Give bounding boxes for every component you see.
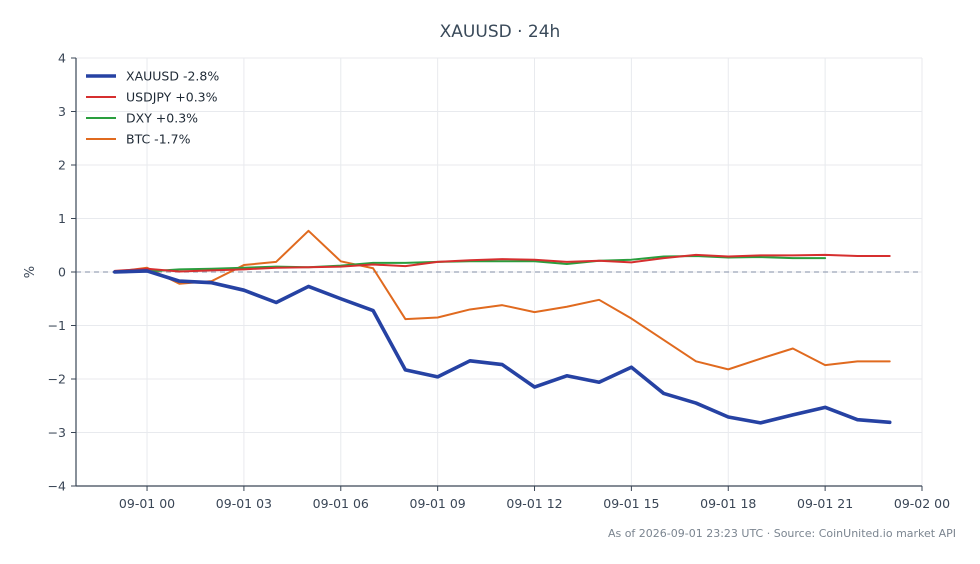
series-lines: [112, 229, 892, 425]
x-tick-label: 09-01 21: [797, 496, 853, 511]
y-tick-label: −2: [48, 372, 66, 387]
legend: XAUUSD -2.8% USDJPY +0.3% DXY +0.3% BTC -1.…: [86, 69, 219, 147]
legend-label: USDJPY +0.3%: [126, 90, 218, 105]
footer-source: As of 2026-09-01 23:23 UTC · Source: Coi…: [608, 527, 956, 540]
chart-title: XAUUSD · 24h: [440, 22, 561, 42]
legend-label: BTC -1.7%: [126, 132, 191, 147]
x-tick-label: 09-01 06: [313, 496, 369, 511]
y-tick-label: −3: [48, 425, 66, 440]
y-tick-label: −4: [48, 479, 66, 494]
y-tick-label: 3: [58, 104, 66, 119]
series-line-btc: [113, 229, 891, 371]
x-tick-label: 09-01 18: [700, 496, 756, 511]
x-tick-label: 09-02 00: [894, 496, 950, 511]
x-tick-label: 09-01 09: [410, 496, 466, 511]
legend-label: XAUUSD -2.8%: [126, 69, 219, 84]
y-tick-label: −1: [48, 318, 66, 333]
x-tick-label: 09-01 12: [506, 496, 562, 511]
series-line-xauusd: [112, 269, 892, 425]
series-line-usdjpy: [113, 253, 891, 273]
y-axis-label: %: [23, 266, 38, 278]
x-tick-label: 09-01 03: [216, 496, 272, 511]
axes: 4 3 2 1 0 −1 −2 −3 −4 09-01 00 09-01 03 09-01 06 09-…: [48, 51, 951, 512]
y-tick-label: 1: [58, 211, 66, 226]
y-tick-label: 2: [58, 158, 66, 173]
series-line-dxy: [113, 254, 827, 273]
y-tick-label: 0: [58, 265, 66, 280]
y-tick-label: 4: [58, 51, 66, 66]
x-tick-label: 09-01 15: [603, 496, 659, 511]
legend-label: DXY +0.3%: [126, 111, 198, 126]
x-tick-label: 09-01 00: [119, 496, 175, 511]
